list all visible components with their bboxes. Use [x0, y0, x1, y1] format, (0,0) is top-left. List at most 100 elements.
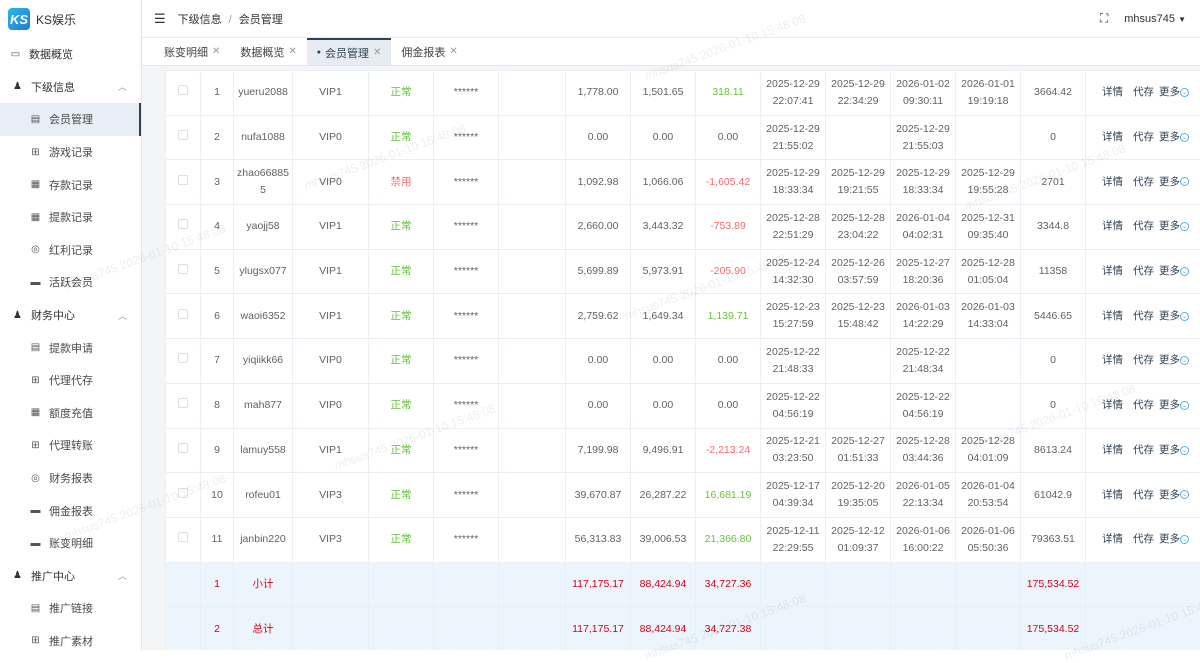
sidebar-item[interactable]: ▤推广链接 — [0, 592, 141, 625]
more-dropdown[interactable]: 更多⌄ — [1159, 489, 1189, 501]
deposit-button[interactable]: 代存 — [1133, 176, 1154, 188]
tab-item[interactable]: 账变明细✕ — [154, 38, 230, 65]
checkbox-cell — [166, 205, 201, 250]
deposit-button[interactable]: 代存 — [1133, 444, 1154, 456]
username-cell: yueru2088 — [234, 71, 293, 116]
checkbox-cell — [166, 517, 201, 562]
detail-button[interactable]: 详情 — [1102, 399, 1123, 411]
detail-button[interactable]: 详情 — [1102, 444, 1123, 456]
row-checkbox[interactable] — [178, 264, 188, 274]
more-dropdown[interactable]: 更多⌄ — [1159, 131, 1189, 143]
sidebar-item[interactable]: ⊞推广素材 — [0, 625, 141, 658]
sidebar-item[interactable]: ⊞代理代存 — [0, 364, 141, 397]
status-cell: 正常 — [369, 339, 434, 384]
actions-cell: 详情代存更多⌄ — [1086, 205, 1200, 250]
date-cell: 2025-12-29 21:55:03 — [891, 115, 956, 160]
user-menu[interactable]: mhsus745 ▼ — [1124, 13, 1186, 25]
detail-button[interactable]: 详情 — [1102, 533, 1123, 545]
sidebar-item[interactable]: ▦提款记录 — [0, 201, 141, 234]
sidebar-item[interactable]: ◎财务报表 — [0, 462, 141, 495]
breadcrumb-item[interactable]: 下级信息 — [178, 14, 222, 26]
deposit-button[interactable]: 代存 — [1133, 533, 1154, 545]
row-checkbox[interactable] — [178, 398, 188, 408]
more-dropdown[interactable]: 更多⌄ — [1159, 86, 1189, 98]
row-checkbox[interactable] — [178, 488, 188, 498]
row-checkbox[interactable] — [178, 219, 188, 229]
close-icon[interactable]: ✕ — [449, 46, 457, 57]
more-dropdown[interactable]: 更多⌄ — [1159, 220, 1189, 232]
card-icon: ▬ — [30, 277, 41, 288]
sidebar-item[interactable]: ▬佣金报表 — [0, 494, 141, 527]
username-cell: yiqiikk66 — [234, 339, 293, 384]
chevron-down-circle-icon: ⌄ — [1180, 88, 1189, 97]
fullscreen-icon[interactable]: ⛶ — [1100, 11, 1108, 26]
detail-button[interactable]: 详情 — [1102, 86, 1123, 98]
profit-cell: 318.11 — [696, 71, 761, 116]
deposit-button[interactable]: 代存 — [1133, 399, 1154, 411]
tab-item[interactable]: 数据概览✕ — [230, 38, 306, 65]
actions-cell: 详情代存更多⌄ — [1086, 160, 1200, 205]
detail-button[interactable]: 详情 — [1102, 489, 1123, 501]
detail-button[interactable]: 详情 — [1102, 176, 1123, 188]
empty-cell — [434, 562, 499, 607]
sum-profit: 34,727.38 — [696, 607, 761, 650]
row-checkbox[interactable] — [178, 85, 188, 95]
sidebar-item[interactable]: ▬账变明细 — [0, 527, 141, 560]
more-dropdown[interactable]: 更多⌄ — [1159, 354, 1189, 366]
detail-button[interactable]: 详情 — [1102, 265, 1123, 277]
sidebar-item[interactable]: ◎红利记录 — [0, 234, 141, 267]
sidebar-group-2[interactable]: ♟推广中心︿ — [0, 560, 141, 593]
sidebar-item[interactable]: ⊞代理转账 — [0, 429, 141, 462]
document-icon: ▤ — [30, 603, 41, 614]
actions-cell: 详情代存更多⌄ — [1086, 249, 1200, 294]
more-dropdown[interactable]: 更多⌄ — [1159, 444, 1189, 456]
sidebar-item[interactable]: ▬活跃会员 — [0, 266, 141, 299]
more-dropdown[interactable]: 更多⌄ — [1159, 176, 1189, 188]
more-dropdown[interactable]: 更多⌄ — [1159, 399, 1189, 411]
empty-cell — [369, 607, 434, 650]
row-checkbox[interactable] — [178, 130, 188, 140]
sidebar-item[interactable]: ▤会员管理 — [0, 103, 141, 136]
more-dropdown[interactable]: 更多⌄ — [1159, 265, 1189, 277]
row-checkbox[interactable] — [178, 532, 188, 542]
detail-button[interactable]: 详情 — [1102, 310, 1123, 322]
row-checkbox[interactable] — [178, 353, 188, 363]
menu-toggle-icon[interactable]: ☰ — [154, 11, 166, 27]
deposit-button[interactable]: 代存 — [1133, 265, 1154, 277]
deposit-button[interactable]: 代存 — [1133, 131, 1154, 143]
sidebar-item[interactable]: ▦存款记录 — [0, 168, 141, 201]
sidebar-item[interactable]: ▤提款申请 — [0, 331, 141, 364]
sidebar-group-0[interactable]: ♟下级信息︿ — [0, 71, 141, 104]
tab-item[interactable]: 佣金报表✕ — [391, 38, 467, 65]
sidebar-group-1[interactable]: ♟财务中心︿ — [0, 299, 141, 332]
sidebar-item-label: 存款记录 — [49, 177, 93, 193]
close-icon[interactable]: ✕ — [212, 46, 220, 57]
deposit-button[interactable]: 代存 — [1133, 354, 1154, 366]
deposit-button[interactable]: 代存 — [1133, 86, 1154, 98]
tab-item[interactable]: ●会员管理✕ — [307, 38, 392, 65]
close-icon[interactable]: ✕ — [288, 46, 296, 57]
sidebar-item-overview[interactable]: ▭数据概览 — [0, 38, 141, 71]
amount-b-cell: 0.00 — [631, 383, 696, 428]
row-checkbox[interactable] — [178, 175, 188, 185]
balance-cell: 0 — [1021, 339, 1086, 384]
sidebar-item[interactable]: ▦额度充值 — [0, 397, 141, 430]
detail-button[interactable]: 详情 — [1102, 354, 1123, 366]
more-dropdown[interactable]: 更多⌄ — [1159, 310, 1189, 322]
row-checkbox[interactable] — [178, 309, 188, 319]
more-dropdown[interactable]: 更多⌄ — [1159, 533, 1189, 545]
sidebar-item-label: 佣金报表 — [49, 503, 93, 519]
deposit-button[interactable]: 代存 — [1133, 220, 1154, 232]
checkbox-cell — [166, 71, 201, 116]
sidebar-item[interactable]: ⊞游戏记录 — [0, 136, 141, 169]
deposit-button[interactable]: 代存 — [1133, 310, 1154, 322]
detail-button[interactable]: 详情 — [1102, 220, 1123, 232]
detail-button[interactable]: 详情 — [1102, 131, 1123, 143]
close-icon[interactable]: ✕ — [373, 47, 381, 58]
deposit-button[interactable]: 代存 — [1133, 489, 1154, 501]
row-checkbox[interactable] — [178, 443, 188, 453]
